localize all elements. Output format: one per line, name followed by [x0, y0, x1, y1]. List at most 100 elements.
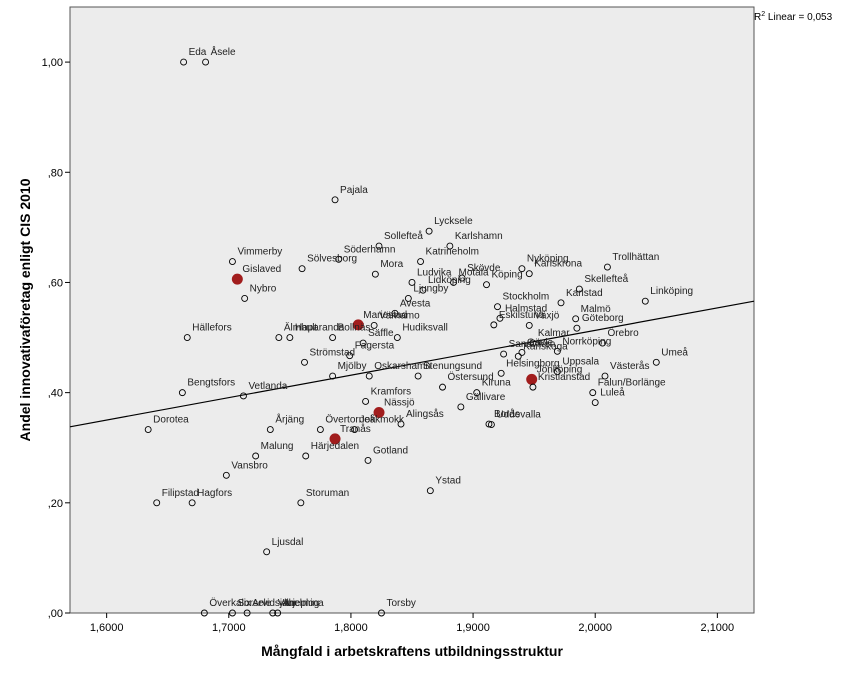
point-label: Uppsala [562, 357, 599, 368]
point-label: Östersund [448, 371, 494, 383]
data-point [202, 58, 210, 66]
point-label: Tranås [340, 423, 371, 435]
data-point [425, 227, 433, 235]
plot-area [69, 6, 755, 614]
data-point [450, 279, 457, 286]
x-tick-label: 1,8000 [334, 622, 368, 634]
point-label: Katrineholm [426, 247, 479, 258]
point-label: Västerås [610, 360, 649, 372]
point-label: Växjö [534, 310, 559, 321]
data-point [404, 294, 412, 302]
point-label: Ystad [435, 476, 461, 487]
point-label: Gällivare [466, 392, 506, 403]
point-label: Karlstad [566, 288, 603, 299]
y-tick-label: ,20 [48, 498, 63, 510]
point-label: Stockholm [503, 292, 550, 303]
point-label: Filipstad [162, 488, 199, 499]
data-point [408, 279, 416, 286]
point-label: Norrköping [562, 336, 611, 347]
point-label: Karlskrona [534, 259, 582, 270]
data-point [525, 321, 533, 329]
data-point [494, 303, 501, 311]
point-label: Avesta [400, 298, 431, 309]
data-point [458, 274, 466, 282]
data-point [329, 334, 337, 341]
point-label: Ljusdal [272, 537, 304, 548]
data-point [529, 383, 537, 391]
point-label: Borås [494, 408, 520, 420]
point-label: Vimmerby [237, 247, 282, 258]
data-point [351, 426, 359, 433]
point-label: Vetlanda [248, 381, 287, 392]
data-point [518, 265, 526, 273]
data-point [591, 399, 599, 407]
fit-line [69, 300, 755, 428]
point-label: Alingsås [406, 408, 444, 420]
data-point [652, 358, 660, 366]
point-label: Arvidsjaur [252, 598, 297, 609]
point-label: Mariestad [363, 310, 407, 321]
point-label: Överkalix [209, 597, 251, 609]
data-point [364, 456, 372, 464]
data-point [599, 339, 606, 347]
point-label: Värnamo [379, 310, 420, 321]
points-group [144, 58, 660, 617]
data-point [490, 321, 498, 329]
data-point [553, 368, 561, 376]
y-tick-label: ,40 [48, 388, 63, 400]
point-label: Säffle [368, 328, 394, 339]
point-label: Uddevalla [496, 410, 541, 421]
point-label: Hällefors [192, 323, 231, 334]
data-point [269, 609, 277, 617]
point-label: Lycksele [434, 216, 473, 227]
x-tick-label: 2,1000 [701, 622, 735, 634]
point-label: Vansbro [231, 460, 268, 471]
data-point [228, 258, 236, 265]
data-point [243, 609, 251, 617]
point-label: Mjölby [338, 361, 367, 372]
data-point [496, 314, 504, 322]
point-label: Gotland [373, 445, 408, 456]
x-tick-label: 1,9000 [456, 622, 490, 634]
data-point [346, 352, 354, 360]
data-point [375, 242, 383, 250]
point-label: Halmstad [505, 303, 547, 314]
data-point [557, 299, 565, 307]
data-point [426, 487, 434, 495]
data-point [393, 334, 401, 341]
x-tick-label: 1,7000 [212, 622, 246, 634]
highlight-point [231, 273, 243, 285]
point-label: Vilhelmina [278, 598, 324, 609]
point-label: Fagersta [355, 341, 395, 352]
data-point [589, 389, 597, 397]
point-labels: Eda Åsele Pajala Vimmerby Gislaved Nybro Söder… [153, 45, 693, 609]
data-point [414, 372, 422, 380]
data-point [188, 499, 196, 507]
x-tick-label: 2,0000 [578, 622, 612, 634]
point-label: Jokkmokk [360, 415, 405, 426]
highlight-point [373, 406, 385, 418]
point-label: Örebro [608, 327, 640, 339]
data-point [553, 347, 561, 355]
data-point [252, 452, 260, 460]
point-label: Ludvika [417, 267, 452, 278]
y-tick-label: ,00 [48, 608, 63, 620]
data-point [378, 609, 385, 617]
point-label: Oskarshamn [374, 361, 431, 372]
data-point [573, 324, 581, 332]
data-point [514, 352, 522, 360]
y-tick-label: 1,00 [42, 57, 63, 69]
point-label: Nyköping [527, 254, 569, 265]
data-point [525, 270, 533, 278]
fit-line-group [69, 300, 755, 428]
point-label: Eda [189, 47, 207, 58]
point-label: Trollhättan [612, 252, 659, 263]
point-label: Torsby [386, 598, 415, 609]
data-point [241, 294, 249, 302]
highlight-point [526, 373, 538, 385]
point-label: Härjedalen [311, 441, 359, 452]
point-label: Eskilstuna [499, 310, 545, 321]
data-point [286, 334, 294, 341]
data-point [419, 286, 427, 294]
